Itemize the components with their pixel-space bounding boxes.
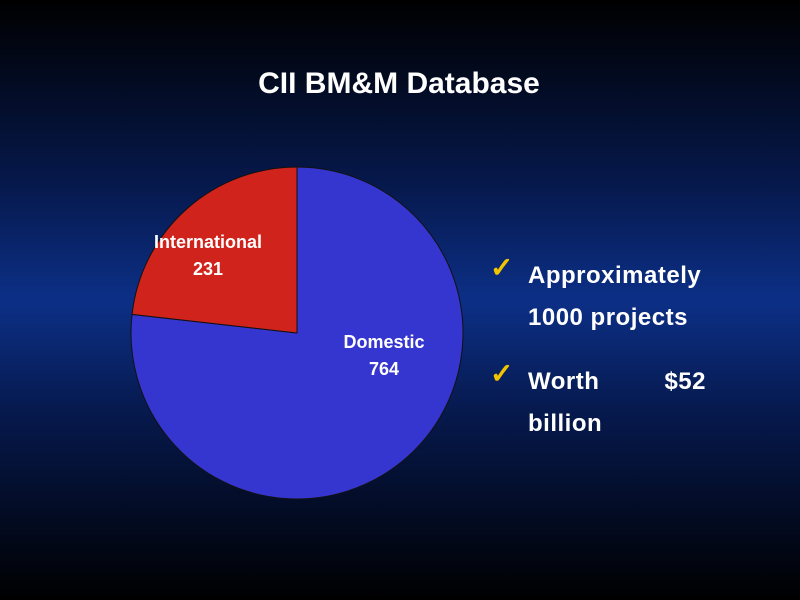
slice-value: 231 [193,259,223,279]
chart-title: CII BM&M Database [258,67,540,100]
bullet-text: Approximately 1000 projects [528,262,702,331]
slice-value: 764 [369,359,399,379]
bullet-list: ✓ Approximately 1000 projects ✓ Worth $52 … [490,252,730,467]
check-icon: ✓ [490,358,514,389]
slice-label: International [154,232,262,252]
bullet-text: Worth $52 billion [528,368,706,437]
bullet: ✓ Approximately 1000 projects [490,252,730,339]
pie-slice [130,166,464,500]
pie-slice [131,166,298,334]
check-icon: ✓ [490,252,514,283]
slice-label: Domestic [343,332,424,352]
bullet: ✓ Worth $52 billion [490,358,730,445]
